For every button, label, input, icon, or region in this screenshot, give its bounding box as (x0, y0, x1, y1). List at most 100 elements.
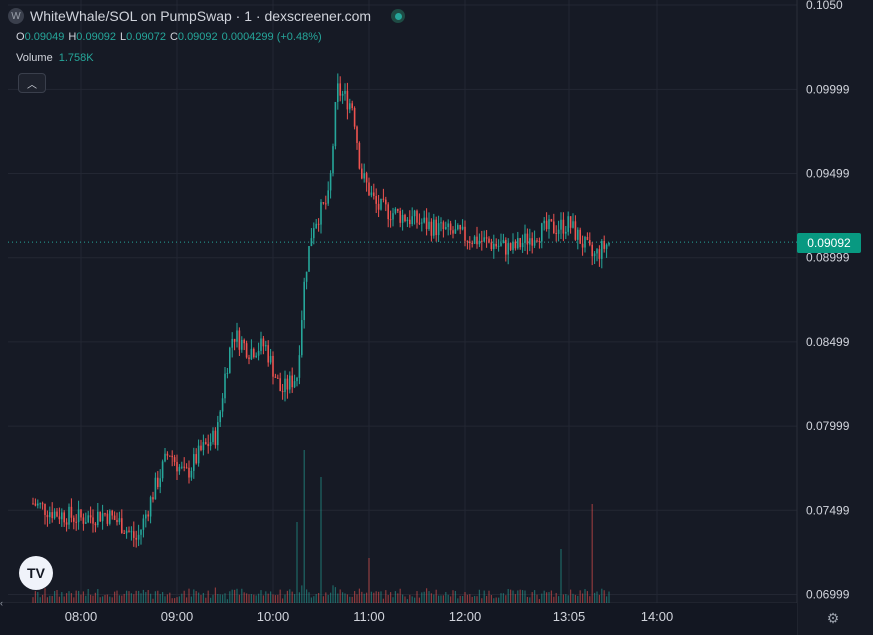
candle-body (351, 103, 353, 109)
candle-body (269, 355, 272, 363)
tradingview-logo-icon[interactable]: TV (19, 556, 53, 590)
candle-body (457, 225, 459, 230)
candle-body (509, 243, 512, 250)
close-label: C (169, 31, 178, 43)
y-tick-label: 0.09499 (806, 167, 850, 181)
volume-bar (543, 590, 545, 603)
volume-bar (42, 594, 44, 603)
candle-body (339, 83, 341, 96)
candle-body (229, 347, 231, 373)
x-tick-label: 12:00 (449, 609, 482, 624)
volume-bar (577, 595, 579, 603)
volume-bar (164, 596, 166, 603)
candle-body (541, 223, 543, 242)
volume-bar (534, 590, 536, 603)
candle-body (428, 221, 430, 229)
volume-bar (308, 592, 310, 603)
candle-body (82, 517, 85, 524)
volume-bar (186, 597, 188, 603)
volume-bar (310, 597, 312, 603)
candle-body (603, 240, 605, 249)
candle-body (538, 240, 541, 242)
volume-bar (411, 596, 413, 603)
volume-bar (116, 590, 118, 603)
candle-body (85, 522, 87, 524)
volume-bar (212, 594, 214, 603)
volume-bar (130, 593, 132, 603)
volume-bar (330, 592, 332, 603)
chevron-up-icon: ︿ (27, 79, 37, 91)
candle-body (166, 453, 169, 456)
high-value: 0.09092 (76, 31, 117, 43)
scroll-left-icon[interactable]: ‹ (0, 598, 3, 608)
candle-body (157, 477, 159, 488)
last-price-tag: 0.09092 (797, 233, 861, 253)
candle-body (584, 236, 586, 248)
volume-bar (502, 593, 504, 603)
candle-body (310, 238, 313, 247)
volume-bar (94, 592, 96, 603)
volume-bar (572, 593, 574, 603)
volume-bar (286, 590, 288, 603)
candle-body (593, 253, 596, 257)
volume-bar (56, 590, 58, 603)
candle-body (341, 93, 344, 96)
candle-body (233, 338, 236, 342)
volume-bar (241, 588, 243, 603)
candle-body (265, 345, 267, 347)
volume-bar (358, 588, 360, 603)
candle-body (236, 330, 238, 342)
candle-body (433, 219, 435, 236)
volume-bar (334, 587, 336, 603)
gear-icon[interactable]: ⚙ (826, 609, 840, 626)
volume-bar (296, 522, 298, 603)
volume-bar (442, 595, 444, 603)
volume-bar (140, 593, 142, 603)
volume-bar (478, 589, 480, 603)
volume-bar (183, 590, 185, 603)
candle-body (445, 227, 447, 229)
volume-bar (582, 593, 584, 603)
candle-body (586, 236, 589, 240)
candle-body (579, 229, 581, 244)
volume-bar (142, 589, 144, 603)
candle-body (553, 221, 555, 234)
volume-bar (222, 594, 224, 603)
volume-bar (219, 594, 221, 603)
candle-body (550, 219, 553, 222)
y-tick-label: 0.07499 (806, 503, 850, 517)
candle-body (169, 455, 171, 457)
candle-body (577, 229, 579, 240)
candle-body (99, 511, 101, 522)
candle-body (517, 238, 519, 249)
volume-bar (601, 588, 603, 603)
candle-body (358, 142, 361, 169)
candle-body (394, 208, 397, 214)
volume-bar (548, 592, 550, 603)
candle-body (485, 237, 488, 239)
volume-bar (181, 593, 183, 603)
volume-bar (354, 591, 356, 603)
volume-bar (476, 596, 478, 603)
volume-bar (207, 590, 209, 603)
volume-bar (214, 587, 216, 603)
candle-body (507, 243, 509, 255)
y-tick-label: 0.09999 (806, 82, 850, 96)
candle-body (243, 339, 245, 344)
y-tick-label: 0.08999 (806, 251, 850, 265)
volume-bar (90, 594, 92, 603)
candle-body (217, 422, 219, 446)
collapse-legend-button[interactable]: ︿ (18, 73, 46, 93)
volume-bar (368, 558, 370, 603)
volume-bar (392, 597, 394, 603)
candle-body (75, 521, 77, 523)
candle-body (296, 377, 298, 382)
volume-bar (512, 590, 514, 603)
candle-body (356, 126, 358, 143)
live-dot-icon (391, 9, 406, 23)
candle-body (73, 517, 75, 522)
candle-body (531, 238, 533, 246)
candle-body (212, 430, 214, 443)
volume-bar (452, 590, 454, 603)
